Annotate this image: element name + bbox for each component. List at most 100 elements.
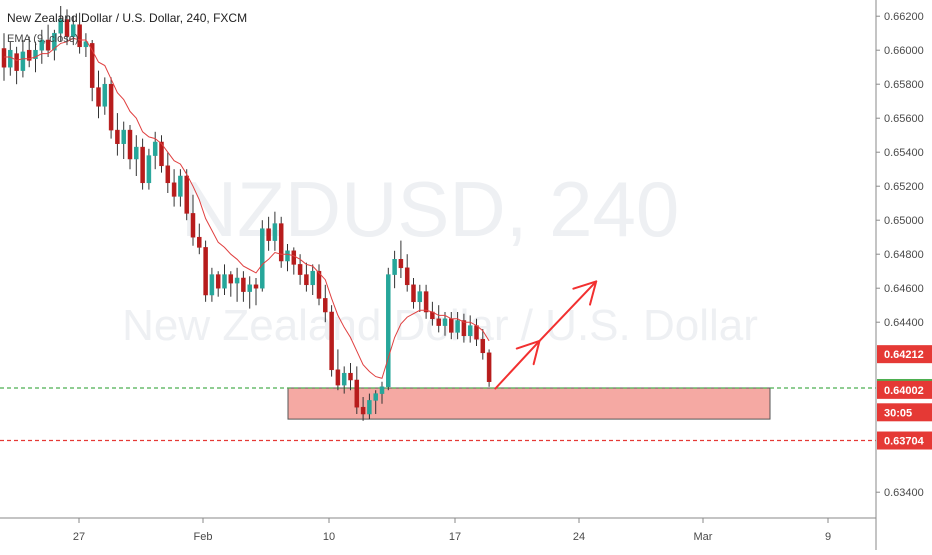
bear-candle-body	[197, 236, 202, 248]
candle	[386, 267, 391, 391]
candle	[77, 12, 82, 54]
price-label-bg	[877, 403, 932, 422]
bull-candle-body	[209, 274, 215, 296]
x-tick-label: 10	[323, 531, 335, 543]
price-label-bg	[877, 345, 932, 364]
candle	[108, 77, 114, 139]
price-label-bg	[877, 380, 932, 399]
y-tick-label: 0.65200	[884, 181, 924, 193]
bull-candle-body	[152, 141, 158, 156]
bear-candle-body	[253, 284, 259, 289]
candle	[467, 315, 473, 343]
bull-candle-body	[178, 175, 183, 197]
candle	[272, 211, 278, 251]
candle	[234, 267, 240, 302]
candle	[360, 397, 366, 421]
bear-candle-body	[291, 250, 297, 265]
bull-candle-body	[367, 400, 372, 415]
bear-candle-body	[323, 298, 328, 313]
bear-candle-body	[241, 277, 246, 292]
candle	[215, 271, 221, 297]
candle	[266, 216, 271, 251]
candle	[96, 70, 101, 119]
bull-candle-body	[310, 270, 315, 286]
candle	[253, 278, 259, 306]
price-label-text: 30:05	[884, 407, 912, 419]
bull-candle-body	[272, 223, 278, 241]
bear-candle-body	[45, 39, 51, 51]
candle	[404, 254, 410, 292]
bull-candle-body	[8, 49, 13, 68]
bear-candle-body	[203, 247, 208, 296]
bear-candle-body	[165, 165, 171, 184]
bear-candle-body	[436, 318, 441, 326]
candle	[26, 36, 32, 68]
ema-line	[4, 37, 490, 379]
bull-candle-body	[102, 83, 108, 107]
bear-candle-body	[215, 274, 221, 289]
bear-candle-body	[360, 406, 366, 415]
candle	[285, 244, 290, 272]
candle	[102, 77, 108, 115]
candle	[417, 284, 423, 312]
candle	[146, 148, 152, 190]
candle	[152, 131, 158, 170]
candle	[436, 305, 441, 333]
candle	[423, 284, 429, 319]
bear-candle-body	[108, 83, 114, 131]
candle	[278, 216, 284, 268]
support-zone[interactable]	[287, 387, 771, 420]
y-tick-label: 0.65000	[884, 215, 924, 227]
candle	[190, 194, 196, 246]
candle	[486, 349, 492, 387]
arrow-shaft	[538, 280, 598, 342]
candle	[329, 305, 334, 377]
bull-candle-body	[146, 155, 152, 184]
candle	[159, 135, 164, 173]
bull-candle-body	[392, 259, 397, 275]
candle	[127, 125, 133, 170]
bear-candle-body	[423, 291, 429, 313]
y-tick-label: 0.64600	[884, 283, 924, 295]
price-label-bg	[877, 431, 932, 450]
bear-candle-body	[335, 369, 341, 386]
bear-candle-body	[348, 372, 353, 381]
x-tick-label: 17	[449, 531, 461, 543]
chart-header: New Zealand Dollar / U.S. Dollar, 240, F…	[7, 11, 247, 45]
candle	[411, 278, 416, 309]
candle	[241, 271, 246, 302]
bull-candle-body	[58, 19, 63, 34]
candle	[71, 16, 76, 46]
bear-candle-body	[140, 146, 145, 184]
candle	[197, 223, 202, 255]
candle	[45, 24, 51, 57]
x-tick-label: 9	[825, 531, 831, 543]
x-tick-label: Feb	[194, 531, 213, 543]
candle	[480, 329, 486, 360]
bear-candle-body	[461, 320, 467, 337]
candle	[260, 220, 265, 292]
candle	[52, 29, 57, 61]
candle	[461, 313, 467, 343]
candle	[134, 135, 139, 176]
price-label: 0.63704	[877, 431, 932, 450]
candle	[140, 138, 145, 190]
bull-candle-body	[20, 51, 26, 71]
bear-candle-body	[127, 129, 133, 160]
candle	[178, 169, 183, 207]
candle	[341, 366, 347, 394]
bear-candle-body	[184, 175, 189, 214]
bear-candle-body	[304, 274, 309, 286]
bull-candle-body	[379, 386, 385, 394]
price-label: 30:05	[877, 403, 932, 422]
x-tick-label: Mar	[694, 531, 713, 543]
candle	[367, 393, 372, 420]
y-tick-label: 0.65600	[884, 113, 924, 125]
y-tick-label: 0.66200	[884, 11, 924, 23]
candle	[348, 363, 353, 391]
bull-candle-body	[83, 41, 89, 48]
bear-candle-body	[115, 129, 120, 144]
y-tick-label: 0.65800	[884, 79, 924, 91]
